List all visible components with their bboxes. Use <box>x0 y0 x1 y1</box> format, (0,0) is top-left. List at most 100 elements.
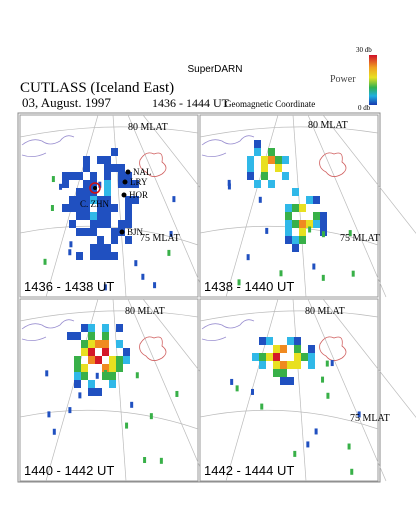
radar-cell <box>74 364 81 372</box>
radar-cell <box>47 411 51 418</box>
radar-cell <box>90 228 97 236</box>
radar-cell <box>153 282 157 289</box>
radar-cell <box>285 212 292 220</box>
coastline <box>139 336 167 361</box>
radar-cell <box>125 220 132 228</box>
radar-cell <box>313 220 320 228</box>
time-label: 1438 - 1440 UT <box>204 279 294 294</box>
radar-cell <box>81 324 88 332</box>
lat-label: 75 MLAT <box>140 233 180 244</box>
lat-arc <box>199 310 379 322</box>
radar-cell <box>62 204 69 212</box>
radar-cell <box>285 220 292 228</box>
lat-arc <box>19 409 199 430</box>
radar-cell <box>292 220 299 228</box>
radar-cell <box>76 252 83 260</box>
meridian <box>127 114 207 298</box>
lat-label: 80 MLAT <box>308 120 348 131</box>
radar-cell <box>230 378 234 385</box>
radar-cell <box>74 356 81 364</box>
radar-cell <box>275 156 282 164</box>
radar-cell <box>104 369 108 376</box>
radar-cell <box>97 244 104 252</box>
radar-cell <box>104 188 111 196</box>
radar-cell <box>76 204 83 212</box>
station-dot <box>122 179 128 185</box>
lat-label: 80 MLAT <box>128 122 168 133</box>
radar-cell <box>275 164 282 172</box>
station-label: HOR <box>129 190 148 200</box>
station-dot <box>125 169 131 175</box>
radar-cell <box>62 172 69 180</box>
radar-cell <box>320 212 327 220</box>
radar-cell <box>325 360 329 367</box>
radar-cell <box>109 372 116 380</box>
radar-cell <box>134 260 138 267</box>
radar-cell <box>74 372 81 380</box>
radar-cell <box>69 196 76 204</box>
radar-cell <box>62 180 69 188</box>
panel: 80 MLAT 75 MLAT 1438 - 1440 UT <box>199 114 416 298</box>
radar-cell <box>308 226 312 233</box>
figure-frame <box>17 112 381 483</box>
radar-cell <box>74 332 81 340</box>
panel-frame <box>199 298 379 482</box>
radar-cell <box>132 196 139 204</box>
coordinate-note: Geomagnetic Coordinate <box>225 99 315 109</box>
radar-cell <box>313 196 320 204</box>
radar-cell <box>69 220 76 228</box>
radar-cell <box>273 361 280 369</box>
radar-cell <box>111 236 118 244</box>
radar-cell <box>88 340 95 348</box>
radar-cell <box>88 380 95 388</box>
radar-cell <box>251 388 255 395</box>
radar-cell <box>287 337 294 345</box>
radar-cell <box>294 361 301 369</box>
radar-cell <box>123 348 130 356</box>
meridian <box>127 298 207 482</box>
radar-cell <box>76 212 83 220</box>
radar-cell <box>357 411 361 418</box>
radar-cell <box>285 228 292 236</box>
radar-cell <box>320 220 327 228</box>
radar-cell <box>135 372 139 379</box>
radar-cell <box>167 249 171 256</box>
radar-cell <box>109 356 116 364</box>
radar-cell <box>83 156 90 164</box>
radar-cell <box>104 252 111 260</box>
coastline <box>319 336 347 361</box>
radar-cell <box>125 204 132 212</box>
radar-cell <box>118 172 125 180</box>
meridian <box>322 298 416 418</box>
radar-cell <box>67 332 74 340</box>
radar-cell <box>259 353 266 361</box>
radar-cell <box>172 196 176 203</box>
radar-cell <box>299 236 306 244</box>
radar-cell <box>69 241 73 248</box>
date: 03, August. 1997 <box>22 95 111 110</box>
radar-cell <box>247 156 254 164</box>
radar-cell <box>90 172 97 180</box>
radar-cell <box>314 428 318 435</box>
station-dot <box>93 186 97 190</box>
radar-cell <box>149 413 153 420</box>
colorbar-min: 0 db <box>358 104 371 112</box>
time-range: 1436 - 1444 UT <box>152 96 230 110</box>
time-label: 1436 - 1438 UT <box>24 279 114 294</box>
radar-cell <box>88 324 95 332</box>
radar-cell <box>247 172 254 180</box>
panel: 80 MLAT 75 MLAT 1442 - 1444 UT <box>199 298 416 482</box>
radar-cell <box>116 340 123 348</box>
radar-cell <box>111 148 118 156</box>
radar-cell <box>102 324 109 332</box>
radar-cell <box>102 332 109 340</box>
radar-cell <box>95 372 99 379</box>
radar-cell <box>299 228 306 236</box>
radar-cell <box>141 273 145 280</box>
radar-cell <box>97 220 104 228</box>
radar-cell <box>306 220 313 228</box>
lat-label: 75 MLAT <box>340 233 380 244</box>
radar-cell <box>285 236 289 243</box>
radar-cell <box>301 353 308 361</box>
